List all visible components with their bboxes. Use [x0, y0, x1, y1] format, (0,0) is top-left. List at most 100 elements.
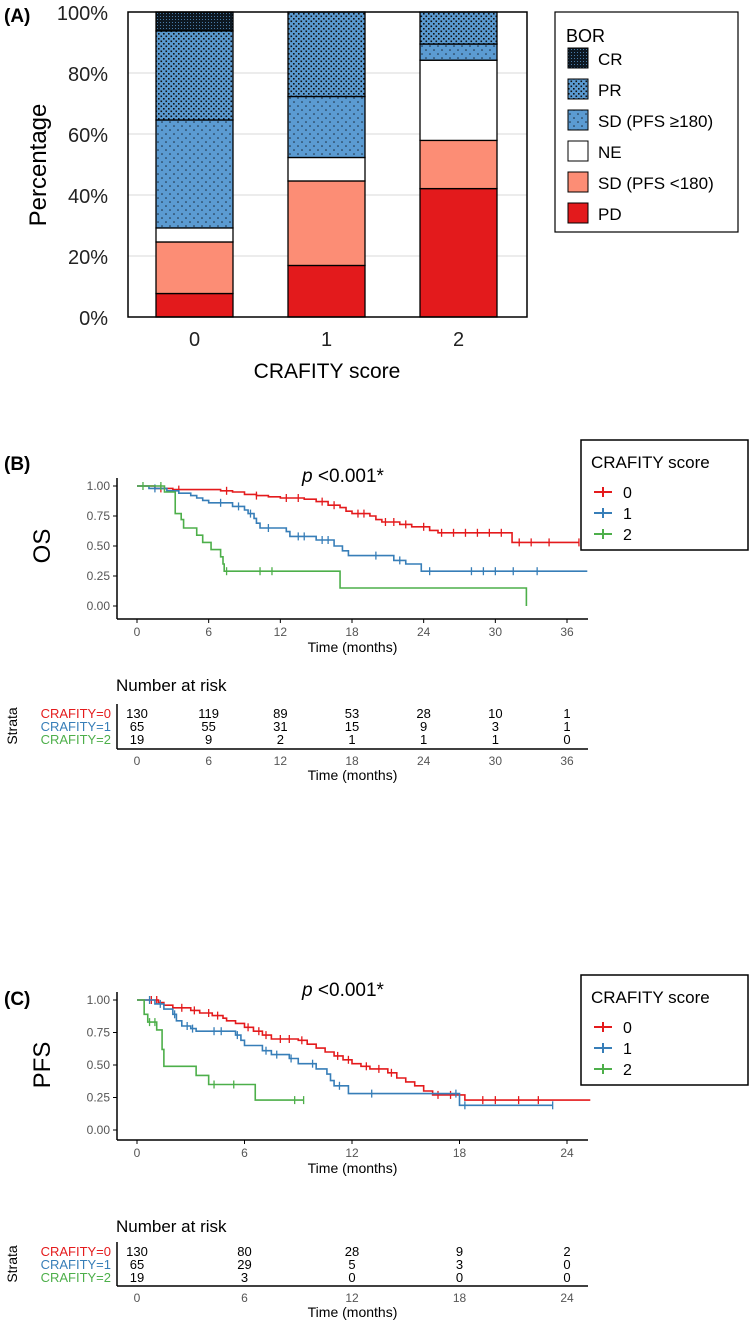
- legend-key-2: [594, 1064, 612, 1074]
- risk-x-axis-label: Time (months): [308, 767, 398, 783]
- risk-x-axis-label: Time (months): [308, 1304, 398, 1320]
- y-axis-label: Percentage: [25, 104, 52, 227]
- risk-count: 80: [237, 1244, 251, 1259]
- risk-table: Number at risk Strata CRAFITY=0 130 80 28 9 2 CR…: [4, 1217, 588, 1320]
- risk-count: 130: [126, 706, 148, 721]
- legend-key-0: [594, 487, 612, 497]
- risk-x-tick-label: 12: [274, 754, 288, 768]
- x-tick-label: 6: [205, 625, 212, 639]
- risk-count: 0: [563, 1257, 570, 1272]
- legend-swatch-sd_lt: [567, 171, 589, 193]
- bar-segment-sd_lt: [155, 241, 234, 295]
- p-value: <0.001*: [313, 466, 385, 487]
- legend-title: CRAFITY score: [591, 988, 710, 1007]
- panel-a-bor-bar-chart: (A) 0% 20% 40% 60% 80% 100% 0 1 2 CRAFITY score…: [4, 3, 739, 383]
- risk-count: 2: [277, 732, 284, 747]
- strata-label: Strata: [4, 707, 20, 745]
- risk-count: 10: [488, 706, 502, 721]
- x-tick-label: 18: [345, 625, 359, 639]
- legend-title: CRAFITY score: [591, 453, 710, 472]
- bar-segment-sd_lt: [419, 139, 498, 190]
- legend-label: 1: [623, 1041, 632, 1058]
- risk-count: 0: [563, 1270, 570, 1285]
- legend: BOR CR PR SD (PFS ≥180) NE SD (PFS <180) PD: [554, 11, 739, 233]
- legend-label: PR: [598, 81, 622, 100]
- x-axis-label: Time (months): [308, 639, 398, 655]
- x-tick-label: 0: [134, 1146, 141, 1160]
- risk-x-tick-label: 30: [489, 754, 503, 768]
- panel-label-b: (B): [4, 454, 30, 475]
- y-tick-label: 0.50: [87, 539, 111, 553]
- risk-count: 1: [492, 732, 499, 747]
- strata-row-label: CRAFITY=0: [41, 1244, 111, 1259]
- legend-swatch-sd_ge: [567, 109, 589, 131]
- x-tick-label: 12: [345, 1146, 359, 1160]
- y-tick-label: 1.00: [87, 479, 111, 493]
- risk-count: 5: [348, 1257, 355, 1272]
- strata-row-label: CRAFITY=1: [41, 1257, 111, 1272]
- y-tick-label: 0.75: [87, 509, 111, 523]
- legend-label: 0: [623, 1020, 632, 1037]
- y-tick-label: 20%: [68, 247, 108, 269]
- bar-segment-pr: [287, 11, 366, 98]
- risk-count: 28: [416, 706, 430, 721]
- bar-segment-sd_lt: [287, 180, 366, 267]
- risk-count: 1: [420, 732, 427, 747]
- legend-box: [580, 439, 749, 551]
- risk-count: 3: [241, 1270, 248, 1285]
- x-tick-label: 24: [560, 1146, 574, 1160]
- km-curve-2: [137, 485, 528, 606]
- risk-count: 3: [492, 719, 499, 734]
- risk-x-tick-label: 18: [453, 1291, 467, 1305]
- bar-segment-ne: [287, 156, 366, 182]
- risk-count: 19: [130, 732, 144, 747]
- x-tick-label: 36: [560, 625, 574, 639]
- legend-label: SD (PFS ≥180): [598, 112, 713, 131]
- risk-count: 65: [130, 1257, 144, 1272]
- risk-x-tick-label: 0: [134, 754, 141, 768]
- legend-key-1: [594, 508, 612, 518]
- strata-label: Strata: [4, 1245, 20, 1283]
- risk-count: 119: [198, 706, 219, 721]
- risk-table-title: Number at risk: [116, 1217, 227, 1236]
- risk-x-tick-label: 36: [560, 754, 574, 768]
- risk-count: 130: [126, 1244, 148, 1259]
- risk-count: 1: [563, 719, 570, 734]
- risk-count: 15: [345, 719, 359, 734]
- km-curve-2: [137, 999, 304, 1101]
- legend-label: 2: [623, 1062, 632, 1079]
- legend-key-2: [594, 529, 612, 539]
- legend-title: BOR: [566, 26, 605, 46]
- risk-count: 1: [563, 706, 570, 721]
- y-tick-label: 100%: [57, 3, 108, 25]
- y-tick-label: 0%: [79, 308, 108, 330]
- y-tick-label: 0.75: [87, 1026, 111, 1040]
- legend: CRAFITY score 0 1 2: [580, 439, 749, 551]
- y-axis-label: OS: [29, 529, 56, 564]
- bar-segment-pd: [155, 292, 234, 318]
- strata-row-label: CRAFITY=1: [41, 719, 111, 734]
- bar-segment-pd: [287, 264, 366, 318]
- legend-box: [580, 974, 749, 1086]
- bar-segment-pd: [419, 187, 498, 318]
- risk-x-tick-label: 12: [345, 1291, 359, 1305]
- risk-table-title: Number at risk: [116, 676, 227, 695]
- x-tick-label: 12: [274, 625, 288, 639]
- x-tick-label: 6: [241, 1146, 248, 1160]
- legend-key-0: [594, 1022, 612, 1032]
- bar-segment-pr: [419, 11, 498, 45]
- risk-count: 9: [205, 732, 212, 747]
- bar-segment-sd_ge: [419, 43, 498, 61]
- legend-label: PD: [598, 205, 622, 224]
- legend-label: SD (PFS <180): [598, 174, 714, 193]
- p-value-annotation: p <0.001*: [301, 980, 384, 1001]
- x-tick-label: 0: [134, 625, 141, 639]
- y-tick-label: 0.50: [87, 1058, 111, 1072]
- risk-x-tick-label: 6: [205, 754, 212, 768]
- panel-label-c: (C): [4, 989, 30, 1010]
- y-tick-label: 0.25: [87, 1091, 111, 1105]
- legend-swatch-cr: [567, 47, 589, 69]
- y-tick-label: 60%: [68, 125, 108, 147]
- x-axis-label: Time (months): [308, 1160, 398, 1176]
